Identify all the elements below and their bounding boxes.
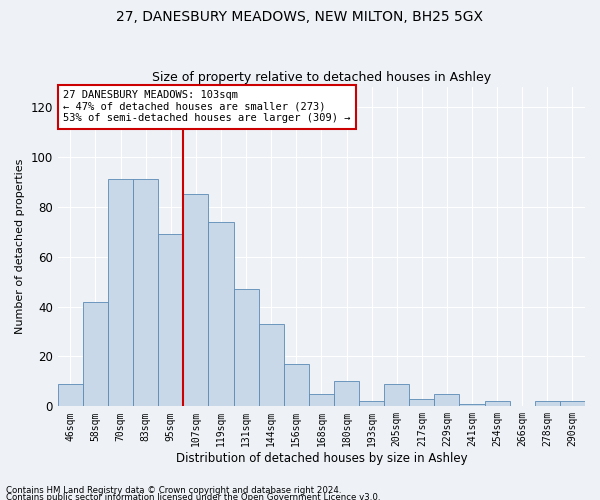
Bar — [485, 402, 509, 406]
Bar — [560, 402, 585, 406]
Bar — [334, 382, 359, 406]
Bar — [108, 180, 133, 406]
Text: 27, DANESBURY MEADOWS, NEW MILTON, BH25 5GX: 27, DANESBURY MEADOWS, NEW MILTON, BH25 … — [116, 10, 484, 24]
Bar — [259, 324, 284, 406]
Bar — [58, 384, 83, 406]
Bar — [359, 402, 384, 406]
Bar — [158, 234, 184, 406]
Bar — [535, 402, 560, 406]
Text: Contains public sector information licensed under the Open Government Licence v3: Contains public sector information licen… — [6, 494, 380, 500]
Bar — [409, 399, 434, 406]
Bar — [309, 394, 334, 406]
Bar — [184, 194, 208, 406]
Text: Contains HM Land Registry data © Crown copyright and database right 2024.: Contains HM Land Registry data © Crown c… — [6, 486, 341, 495]
Bar — [208, 222, 233, 406]
X-axis label: Distribution of detached houses by size in Ashley: Distribution of detached houses by size … — [176, 452, 467, 465]
Bar — [133, 180, 158, 406]
Bar — [384, 384, 409, 406]
Bar — [284, 364, 309, 406]
Bar — [434, 394, 460, 406]
Title: Size of property relative to detached houses in Ashley: Size of property relative to detached ho… — [152, 72, 491, 85]
Bar — [83, 302, 108, 406]
Text: 27 DANESBURY MEADOWS: 103sqm
← 47% of detached houses are smaller (273)
53% of s: 27 DANESBURY MEADOWS: 103sqm ← 47% of de… — [63, 90, 350, 124]
Bar — [460, 404, 485, 406]
Bar — [233, 289, 259, 406]
Y-axis label: Number of detached properties: Number of detached properties — [15, 159, 25, 334]
